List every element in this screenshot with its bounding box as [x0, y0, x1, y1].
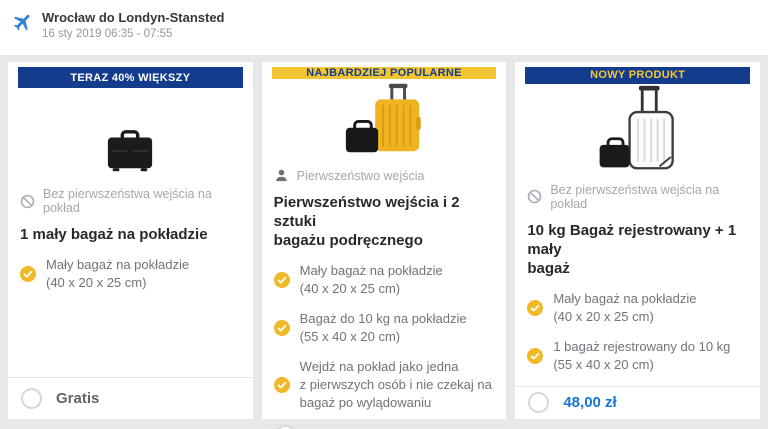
radio-button[interactable]	[528, 392, 550, 414]
feature-item: Mały bagaż na pokładzie (40 x 20 x 25 cm…	[527, 290, 748, 326]
check-icon	[273, 272, 290, 288]
price-label: 41,67 zł	[310, 427, 363, 429]
promo-banner: TERAZ 40% WIĘKSZY	[18, 67, 243, 88]
flight-datetime: 16 sty 2019 06:35 - 07:55	[42, 28, 173, 40]
priority-label: Bez pierwszeństwa wejścia na pokład	[550, 182, 720, 211]
check-icon	[273, 377, 290, 393]
yellow-suitcase-icon	[262, 79, 507, 157]
feature-item: 1 bagaż rejestrowany do 10 kg (55 x 40 x…	[527, 338, 748, 374]
feature-item: Mały bagaż na pokładzie (40 x 20 x 25 cm…	[273, 262, 495, 298]
card-title: 10 kg Bagaż rejestrowany + 1 mały bagaż	[527, 221, 737, 277]
feature-list: Mały bagaż na pokładzie (40 x 20 x 25 cm…	[527, 290, 748, 386]
promo-banner: NOWY PRODUKT	[525, 67, 751, 84]
radio-button[interactable]	[274, 425, 296, 429]
feature-item: Wejdź na pokład jako jedna z pierwszych …	[273, 358, 495, 412]
small-bag-icon	[8, 88, 253, 176]
check-icon	[20, 266, 36, 282]
price-label: Gratis	[56, 390, 100, 407]
route-title: Wrocław do Londyn-Stansted	[42, 10, 225, 25]
baggage-card-checked: NOWY PRODUKT Bez pierwszeństwa wejścia n…	[515, 62, 761, 419]
flight-header: Wrocław do Londyn-Stansted 16 sty 2019 0…	[0, 0, 768, 55]
price-label: 48,00 zł	[563, 394, 617, 412]
priority-status: Bez pierwszeństwa wejścia na pokład	[527, 183, 748, 211]
check-icon	[273, 320, 290, 336]
baggage-card-small-bag: TERAZ 40% WIĘKSZY Bez pierwszeństwa wejś…	[8, 62, 253, 419]
feature-text: Mały bagaż na pokładzie (40 x 20 x 25 cm…	[299, 263, 443, 296]
feature-text: Mały bagaż na pokładzie (40 x 20 x 25 cm…	[553, 290, 697, 324]
card-title: Pierwszeństwo wejścia i 2 sztuki bagażu …	[273, 194, 460, 249]
promo-banner: NAJBARDZIEJ POPULARNE	[271, 67, 497, 79]
priority-label: Pierwszeństwo wejścia	[296, 168, 425, 183]
baggage-options: TERAZ 40% WIĘKSZY Bez pierwszeństwa wejś…	[0, 55, 768, 429]
priority-label: Bez pierwszeństwa wejścia na pokład	[43, 187, 212, 215]
feature-text: Mały bagaż na pokładzie (40 x 20 x 25 cm…	[46, 257, 190, 290]
feature-list: Mały bagaż na pokładzie (40 x 20 x 25 cm…	[273, 262, 495, 424]
card-title: 1 mały bagaż na pokładzie	[20, 226, 208, 243]
person-icon	[274, 168, 289, 183]
feature-text: Wejdź na pokład jako jedna z pierwszych …	[299, 359, 492, 410]
priority-status: Bez pierwszeństwa wejścia na pokład	[20, 187, 241, 215]
priority-status: Pierwszeństwo wejścia	[274, 168, 495, 183]
no-entry-icon	[20, 194, 35, 209]
plane-icon	[12, 11, 34, 33]
price-option-priority[interactable]: 41,67 zł	[261, 424, 507, 429]
white-suitcase-icon	[515, 84, 760, 172]
feature-list: Mały bagaż na pokładzie (40 x 20 x 25 cm…	[20, 256, 241, 304]
feature-item: Mały bagaż na pokładzie (40 x 20 x 25 cm…	[20, 256, 241, 292]
baggage-card-priority: NAJBARDZIEJ POPULARNE Pierwszeństwo wejś…	[261, 62, 507, 429]
feature-text: Bagaż do 10 kg na pokładzie (55 x 40 x 2…	[299, 311, 467, 344]
check-icon	[527, 299, 544, 316]
feature-item: Bagaż do 10 kg na pokładzie (55 x 40 x 2…	[273, 310, 495, 346]
price-option-checked[interactable]: 48,00 zł	[515, 385, 761, 419]
feature-text: 1 bagaż rejestrowany do 10 kg (55 x 40 x…	[553, 338, 731, 372]
no-entry-icon	[527, 189, 542, 204]
price-option-free[interactable]: Gratis	[8, 377, 253, 419]
check-icon	[527, 347, 544, 364]
radio-button[interactable]	[21, 388, 42, 409]
